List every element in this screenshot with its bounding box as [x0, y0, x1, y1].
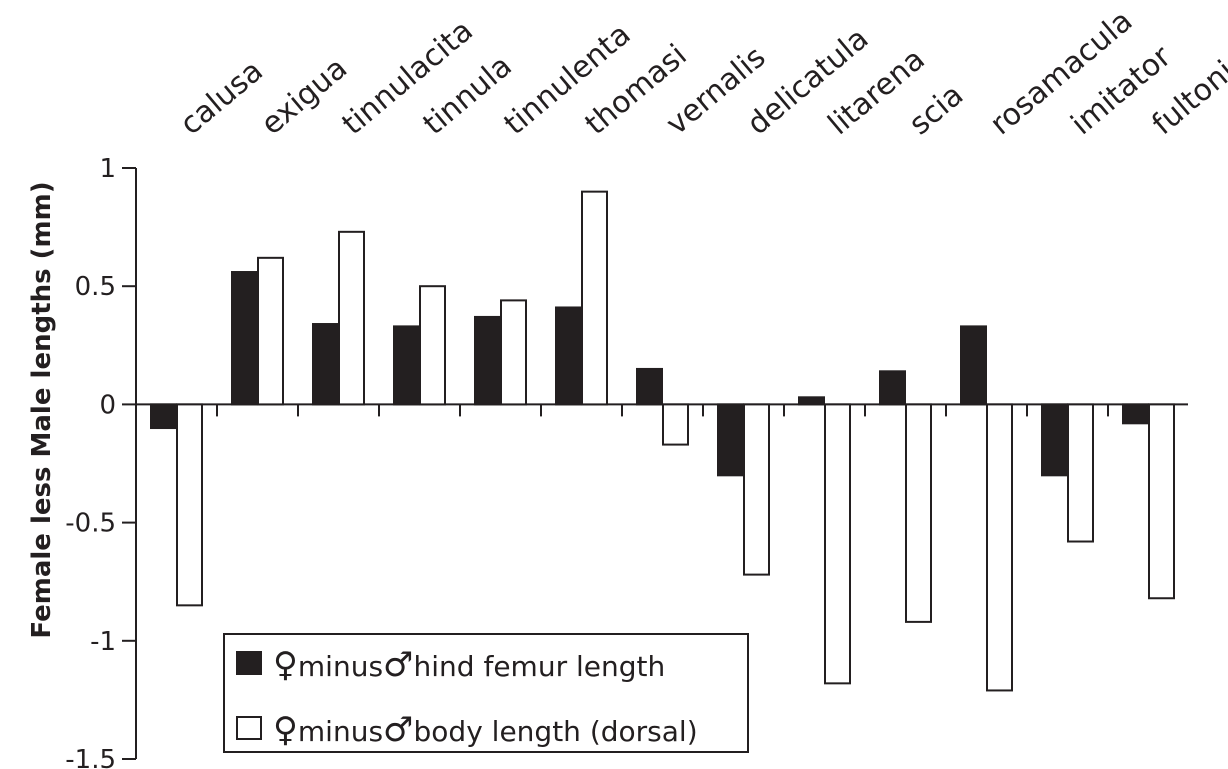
category-label-exigua: exigua: [255, 51, 354, 142]
bar-hind-femur-calusa: [150, 403, 177, 430]
bar-hind-femur-tinnula: [393, 325, 420, 406]
bar-body-length-delicatula: [743, 403, 770, 576]
legend-box: [223, 633, 749, 753]
bar-body-length-calusa: [176, 403, 203, 607]
bar-hind-femur-tinnulacita: [312, 323, 339, 406]
bar-body-length-tinnulenta: [500, 299, 527, 406]
category-label-calusa: calusa: [174, 53, 270, 142]
legend: ♀minus♂hind femur length ♀minus♂body len…: [223, 633, 749, 753]
legend-swatch-open: [236, 716, 262, 740]
female-symbol-icon: ♀: [273, 710, 298, 750]
bar-hind-femur-delicatula: [717, 403, 744, 477]
bar-hind-femur-exigua: [231, 271, 258, 406]
svg-text:♀minus♂hind femur length: ♀minus♂hind femur length: [273, 645, 665, 685]
y-axis: 1 0.5 0 -0.5 -1 -1.5: [65, 154, 137, 769]
bar-hind-femur-imitator: [1041, 403, 1068, 477]
bar-body-length-fultoni: [1148, 403, 1175, 600]
bar-hind-femur-thomasi: [555, 306, 582, 406]
bars: [150, 190, 1175, 692]
y-tick-label: 1: [99, 154, 116, 184]
category-label-scia: scia: [903, 77, 971, 142]
legend-item-body-length: ♀minus♂body length (dorsal): [236, 710, 698, 750]
bar-body-length-imitator: [1067, 403, 1094, 543]
bar-hind-femur-vernalis: [636, 367, 663, 406]
bar-body-length-scia: [905, 403, 932, 623]
bar-body-length-rosamacula: [986, 403, 1013, 692]
bar-hind-femur-tinnulenta: [474, 315, 501, 406]
bar-body-length-thomasi: [581, 190, 608, 406]
y-tick-label: 0: [99, 390, 116, 420]
legend-item-hind-femur: ♀minus♂hind femur length: [236, 645, 665, 685]
legend-minus-text: minus: [298, 715, 383, 748]
legend-series-label: body length (dorsal): [414, 715, 698, 748]
female-symbol-icon: ♀: [273, 645, 298, 685]
bar-body-length-exigua: [257, 256, 284, 406]
y-tick-label: -1.5: [65, 745, 116, 769]
category-labels: calusaexiguatinnulacitatinnulatinnulenta…: [174, 4, 1228, 143]
legend-minus-text: minus: [298, 650, 383, 683]
y-tick-label: -1: [90, 627, 116, 657]
bar-hind-femur-litarena: [798, 396, 825, 406]
male-symbol-icon: ♂: [383, 710, 413, 750]
y-tick-label: 0.5: [75, 272, 116, 302]
bar-body-length-vernalis: [662, 403, 689, 446]
bar-hind-femur-fultoni: [1122, 403, 1149, 425]
bar-hind-femur-rosamacula: [960, 325, 987, 406]
bar-body-length-tinnula: [419, 285, 446, 406]
bar-body-length-litarena: [824, 403, 851, 685]
legend-swatch-filled: [236, 651, 262, 675]
legend-series-label: hind femur length: [414, 650, 666, 683]
svg-text:♀minus♂body length (dorsal): ♀minus♂body length (dorsal): [273, 710, 698, 750]
y-tick-label: -0.5: [65, 509, 116, 539]
bar-hind-femur-scia: [879, 370, 906, 406]
male-symbol-icon: ♂: [383, 645, 413, 685]
y-axis-label: Female less Male lengths (mm): [27, 181, 57, 638]
bar-body-length-tinnulacita: [338, 230, 365, 406]
